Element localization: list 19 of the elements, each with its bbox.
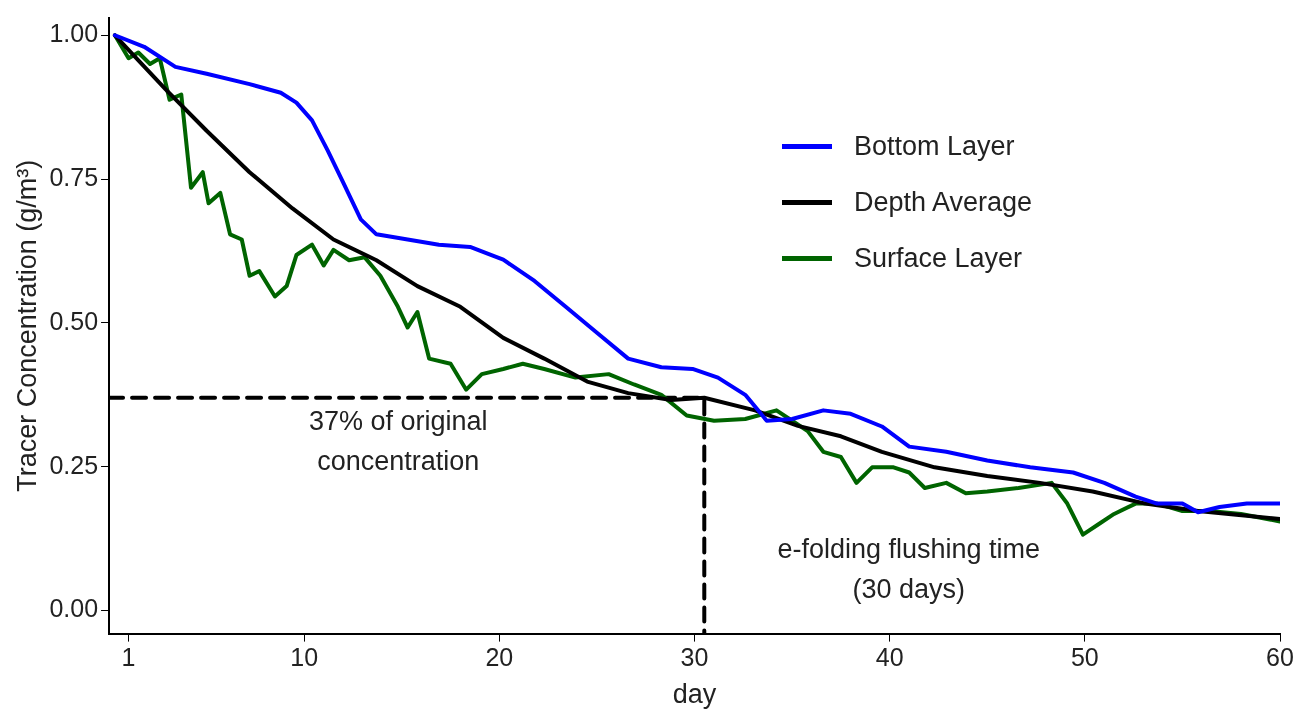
y-tick-label: 0.75 xyxy=(49,162,99,191)
legend-label: Bottom Layer xyxy=(854,130,1015,162)
legend-label: Surface Layer xyxy=(854,242,1023,274)
x-tick-label: 10 xyxy=(290,643,319,672)
x-tick-label: 60 xyxy=(1266,643,1294,672)
annotation: 37% of original concentration xyxy=(308,406,488,477)
y-axis-title: Tracer Concentration (g/m³) xyxy=(11,159,42,492)
x-tick-label: 40 xyxy=(875,643,904,672)
annotation: e-folding flushing time (30 days) xyxy=(777,534,1041,605)
y-tick-label: 0.25 xyxy=(49,450,99,479)
x-tick-label: 50 xyxy=(1070,643,1099,672)
y-tick-label: 0.00 xyxy=(49,594,99,623)
x-tick-label: 20 xyxy=(485,643,514,672)
x-tick-label: 30 xyxy=(680,643,709,672)
x-tick-label: 1 xyxy=(121,643,136,672)
y-tick-label: 1.00 xyxy=(49,19,99,48)
legend-label: Depth Average xyxy=(854,186,1033,218)
y-tick-label: 0.50 xyxy=(49,306,99,335)
x-axis-title: day xyxy=(672,679,717,710)
